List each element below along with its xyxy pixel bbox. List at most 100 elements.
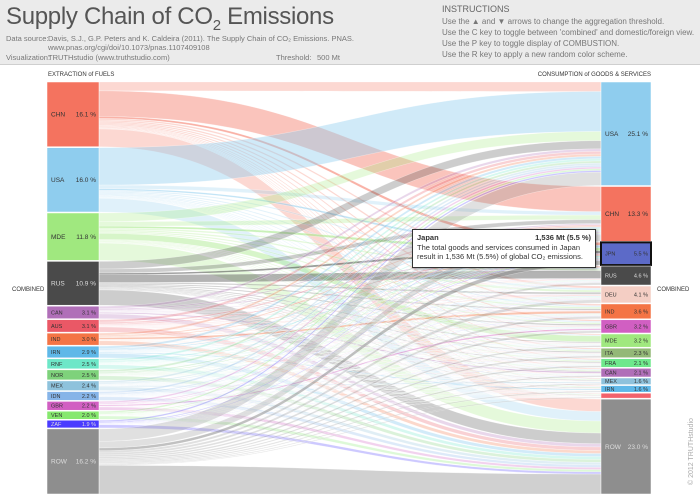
left-node-value: 1.9 % xyxy=(82,422,96,428)
node-group: CHN 16.1 % USA 16.0 % MDE 11.8 % RUS 10.9 % CAN 3… xyxy=(46,81,652,495)
right-node-usa[interactable] xyxy=(600,81,652,186)
right-node-value: 4.1 % xyxy=(634,292,648,298)
left-node-gbr[interactable] xyxy=(46,401,100,411)
instructions-title: INSTRUCTIONS xyxy=(442,4,510,14)
right-node-can[interactable] xyxy=(600,368,652,378)
left-node-value: 2.9 % xyxy=(82,350,96,356)
right-node-jpn[interactable] xyxy=(600,241,652,267)
visualization-credit[interactable]: TRUTHstudio (www.truthstudio.com) xyxy=(48,53,170,62)
right-node-value: 4.6 % xyxy=(634,273,648,279)
left-node-value: 16.2 % xyxy=(76,459,96,466)
copyright-text: © 2012 TRUTHstudio xyxy=(688,418,695,485)
page-title: Supply Chain of CO2 Emissions xyxy=(6,3,334,34)
right-node-label: USA xyxy=(605,131,619,138)
right-node-label: GBR xyxy=(605,324,617,330)
left-node-chn[interactable] xyxy=(46,81,100,147)
left-node-label: MEX xyxy=(51,384,63,390)
left-node-label: CHN xyxy=(51,112,65,119)
left-node-aus[interactable] xyxy=(46,319,100,333)
right-node-label: IND xyxy=(605,309,615,315)
right-node-value: 3.6 % xyxy=(634,309,648,315)
left-node-value: 2.5 % xyxy=(82,373,96,379)
right-node-ita[interactable] xyxy=(600,347,652,358)
left-node-can[interactable] xyxy=(46,305,100,319)
right-node-deu[interactable] xyxy=(600,285,652,304)
left-node-value: 3.1 % xyxy=(82,310,96,316)
right-node-gbr[interactable] xyxy=(600,319,652,334)
left-node-irn[interactable] xyxy=(46,345,100,359)
left-node-zaf[interactable] xyxy=(46,420,100,429)
right-node-value: 2.1 % xyxy=(634,371,648,377)
right-node-label: RUS xyxy=(605,273,617,279)
flow-band[interactable] xyxy=(98,81,602,92)
tooltip-value: 1,536 Mt (5.5 %) xyxy=(535,233,591,242)
header-bar: Supply Chain of CO2 Emissions Data sourc… xyxy=(0,0,700,65)
threshold-label: Threshold: xyxy=(276,53,312,62)
right-node-label: CHN xyxy=(605,211,619,218)
visualization-label: Visualization: xyxy=(6,53,51,62)
left-node-idn[interactable] xyxy=(46,391,100,401)
data-source-label: Data source: xyxy=(6,34,49,43)
right-node-value: 23.0 % xyxy=(628,444,648,451)
left-node-value: 3.1 % xyxy=(82,324,96,330)
right-node-irn[interactable] xyxy=(600,385,652,393)
right-node-fra[interactable] xyxy=(600,358,652,368)
data-source-url[interactable]: www.pnas.org/cgi/doi/10.1073/pnas.110740… xyxy=(48,43,210,52)
tooltip: Japan 1,536 Mt (5.5 %) The total goods a… xyxy=(412,229,596,268)
left-node-value: 2.5 % xyxy=(82,362,96,368)
left-node-label: AUS xyxy=(51,324,63,330)
right-side-label: COMBINED xyxy=(657,287,690,293)
right-node-mex[interactable] xyxy=(600,377,652,385)
left-node-ven[interactable] xyxy=(46,410,100,420)
right-node-value: 13.3 % xyxy=(628,211,648,218)
right-node-rus[interactable] xyxy=(600,265,652,286)
left-node-label: IRN xyxy=(51,350,61,356)
left-node-label: GBR xyxy=(51,404,63,410)
left-node-row[interactable] xyxy=(46,428,100,495)
right-node-ind[interactable] xyxy=(600,303,652,320)
left-node-value: 16.1 % xyxy=(76,112,96,119)
left-node-label: ZAF xyxy=(51,422,62,428)
left-node-nor[interactable] xyxy=(46,369,100,381)
left-node-rus[interactable] xyxy=(46,261,100,306)
data-source-text: Davis, S.J., G.P. Peters and K. Caldeira… xyxy=(48,34,354,43)
left-node-label: RUS xyxy=(51,281,65,288)
left-node-value: 3.0 % xyxy=(82,337,96,343)
right-node-value: 1.6 % xyxy=(634,387,648,393)
left-node-value: 11.8 % xyxy=(76,234,96,241)
left-node-ind[interactable] xyxy=(46,332,100,346)
right-node-value: 25.1 % xyxy=(628,131,648,138)
left-node-value: 2.0 % xyxy=(82,413,96,419)
right-node-label: MEX xyxy=(605,379,617,385)
right-node-label: CAN xyxy=(605,371,617,377)
right-node-mde[interactable] xyxy=(600,333,652,348)
right-node-value: 2.1 % xyxy=(634,361,648,367)
left-node-value: 2.4 % xyxy=(82,384,96,390)
left-node-label: CAN xyxy=(51,310,63,316)
right-axis-title: CONSUMPTION of GOODS & SERVICES xyxy=(538,72,651,78)
right-node-row[interactable] xyxy=(600,398,652,495)
left-node-rnf[interactable] xyxy=(46,358,100,370)
instruction-line: Use the P key to toggle display of COMBU… xyxy=(442,39,620,48)
left-node-mex[interactable] xyxy=(46,380,100,391)
left-node-label: MDE xyxy=(51,234,66,241)
left-side-label: COMBINED xyxy=(12,287,45,293)
left-node-label: VEN xyxy=(51,413,62,419)
instruction-line: Use the R key to apply a new random colo… xyxy=(442,50,628,59)
left-node-value: 2.2 % xyxy=(82,404,96,410)
left-node-label: IDN xyxy=(51,394,61,400)
left-node-label: USA xyxy=(51,177,65,184)
right-node-esp[interactable] xyxy=(600,392,652,399)
right-node-label: ROW xyxy=(605,444,622,451)
left-axis-title: EXTRACTION of FUELS xyxy=(48,72,114,78)
right-node-label: MDE xyxy=(605,339,618,345)
left-node-mde[interactable] xyxy=(46,212,100,261)
right-node-value: 3.2 % xyxy=(634,324,648,330)
right-node-label: IRN xyxy=(605,387,615,393)
left-node-label: ROW xyxy=(51,459,68,466)
sankey-chart: CHN 16.1 % USA 16.0 % MDE 11.8 % RUS 10.9 % CAN 3… xyxy=(12,72,690,495)
right-node-label: JPN xyxy=(605,252,615,258)
left-node-usa[interactable] xyxy=(46,147,100,213)
tooltip-description: The total goods and services consumed in… xyxy=(417,243,591,261)
tooltip-line: The total goods and services consumed in… xyxy=(417,243,581,252)
